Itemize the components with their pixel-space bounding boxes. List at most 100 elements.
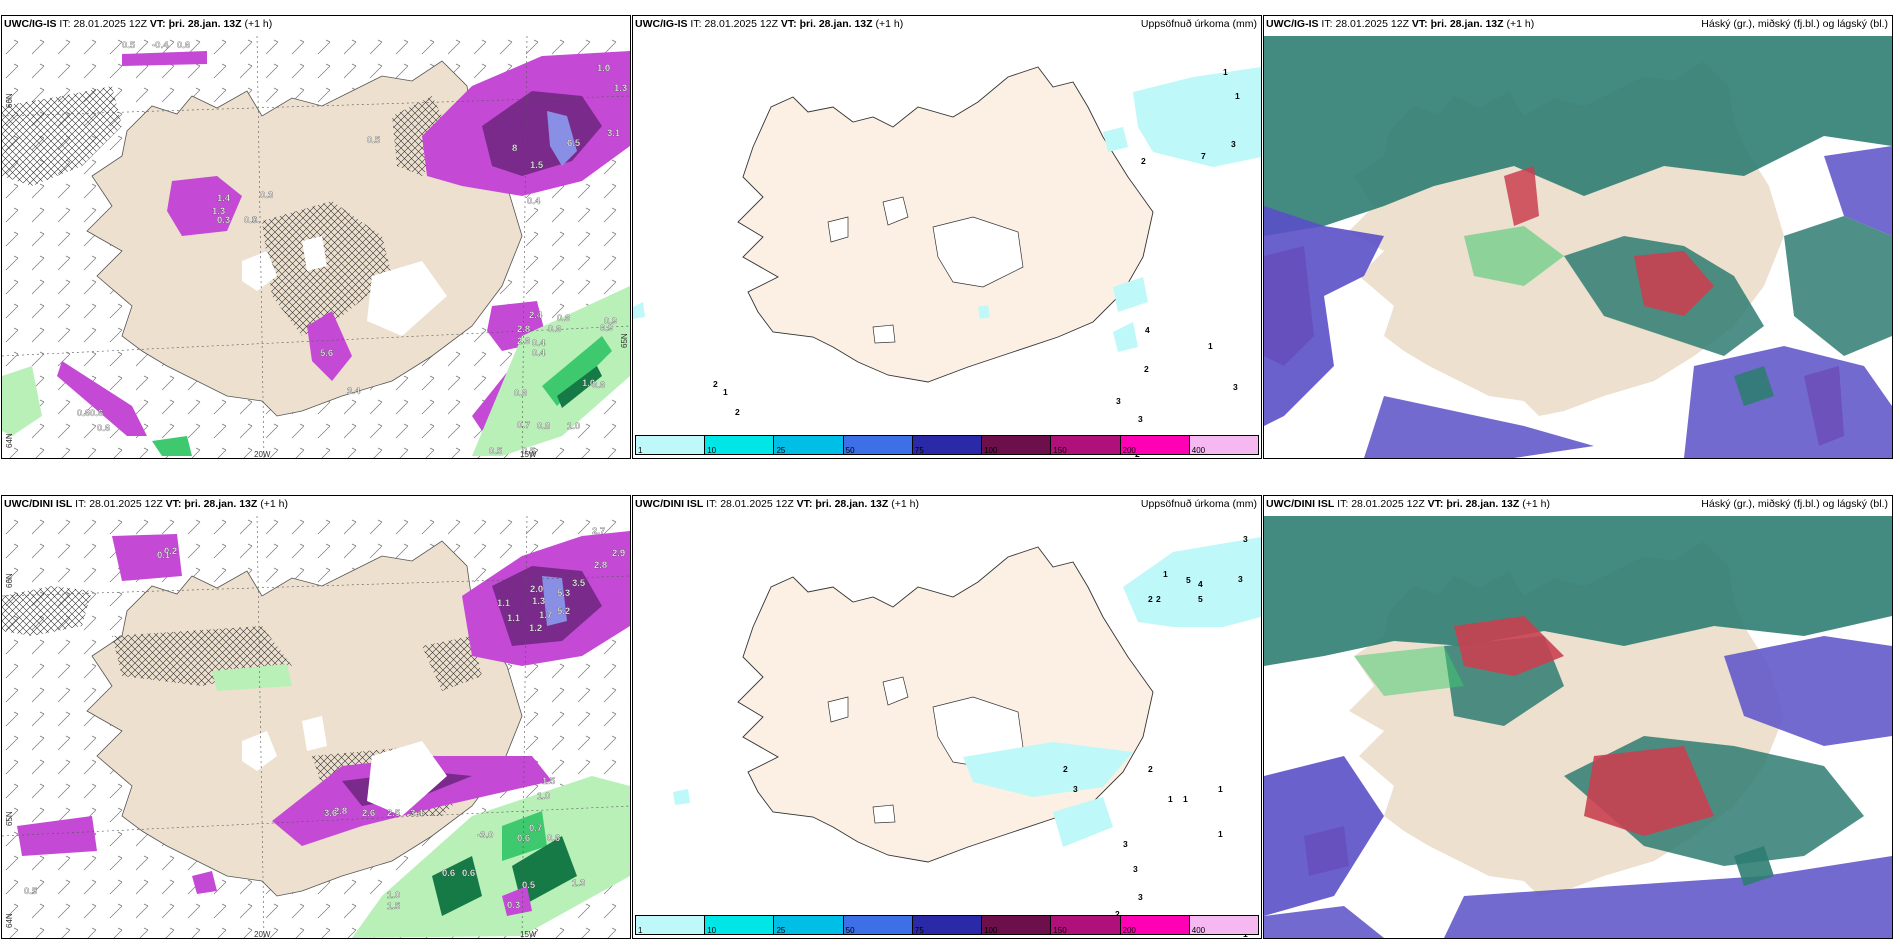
map-value-label: 2 <box>713 379 718 389</box>
temperature-labels: 2.72.92.83.55.35.22.01.31.11.1 1.71.20.20… <box>24 526 626 912</box>
legend-swatch: 1 <box>636 436 706 455</box>
map-value-label: 0.7 <box>529 823 542 834</box>
panel-title: UWC/IG-IS IT: 28.01.2025 12Z VT: þri. 28… <box>4 18 273 30</box>
map-value-label: 3 <box>1116 396 1121 406</box>
precip-sw-strip <box>57 361 147 436</box>
precip-cyan-s <box>963 742 1133 797</box>
legend-swatch: 50 <box>843 916 913 935</box>
map-value-label: 1.5 <box>530 160 544 171</box>
glacier-2 <box>882 676 909 706</box>
legend-swatch: 50 <box>843 436 913 455</box>
map-value-label: 0.6 <box>77 408 90 419</box>
panel-subtitle: Háský (gr.), miðský (fj.bl.) og lágský (… <box>1701 498 1888 510</box>
legend-tick-label: 25 <box>776 926 786 935</box>
high-cloud-green-edge <box>1354 646 1464 696</box>
map-value-label: 0.6 <box>557 313 570 324</box>
hatched-area-east <box>422 636 482 691</box>
map-value-label: 1.3 <box>614 83 627 94</box>
low-cloud-south <box>1444 856 1892 938</box>
map-value-label: 3 <box>1243 534 1248 544</box>
precip-north-small <box>122 51 207 66</box>
panel-dini-precipitation: UWC/DINI ISL IT: 28.01.2025 12Z VT: þri.… <box>632 495 1262 939</box>
legend-tick-label: 200 <box>1122 446 1136 455</box>
green-band-se-1 <box>352 776 630 938</box>
green-band-se-2 <box>542 336 612 406</box>
map-value-label: 2.6 <box>517 336 530 347</box>
map-value-label: 1.0 <box>582 378 595 389</box>
map-value-label: 3.6 <box>324 808 337 819</box>
map-value-label: 0.5 <box>489 446 503 457</box>
map-value-label: 0.6 <box>592 380 605 391</box>
precip-sw <box>192 871 217 894</box>
legend-tick-label: 100 <box>984 926 998 935</box>
legend-tick-label: 200 <box>1122 926 1136 935</box>
precip-south <box>307 311 352 381</box>
map-value-label: 0.3 <box>244 215 257 226</box>
map-value-label: 3 <box>1138 892 1143 902</box>
map-value-label: 1.0 <box>537 791 550 802</box>
map-value-label: 3 <box>1123 839 1128 849</box>
map-value-label: 2 <box>1148 594 1153 604</box>
legend-swatch: 150 <box>1051 916 1121 935</box>
map-value-label: 1.0 <box>387 890 400 901</box>
map-value-label: 0.5 <box>24 886 38 897</box>
lat-label: 66N <box>5 573 14 588</box>
map-value-label: 1 <box>1208 341 1213 351</box>
map-value-label: 0.9 <box>604 316 617 327</box>
legend-tick-label: 150 <box>1053 926 1067 935</box>
map-value-label: 5 <box>1198 594 1203 604</box>
map-value-label: 1.5 <box>387 901 401 912</box>
map-value-label: 4 <box>1145 325 1150 335</box>
precip-northeast-max <box>542 576 567 626</box>
map-value-label: 0.5 <box>367 135 381 146</box>
map-value-label: 3 <box>1138 414 1143 424</box>
legend-swatch: 1 <box>636 916 706 935</box>
map-value-label: 2 <box>1141 156 1146 166</box>
map-value-label: 1 <box>1235 91 1240 101</box>
precip-color-legend: 1 10 25 50 75 100 150 200 400 <box>635 435 1259 455</box>
lon-label: 15W <box>520 450 537 459</box>
map-clouds <box>1264 516 1892 938</box>
map-value-label: 3 <box>1073 784 1078 794</box>
map-value-label: -3.0 <box>477 830 493 841</box>
map-value-label: 1.1 <box>507 613 521 624</box>
map-value-label: 0.4 <box>527 196 541 207</box>
map-value-label: 0.6 <box>547 833 560 844</box>
map-value-label: 3 <box>1233 382 1238 392</box>
legend-tick-label: 75 <box>914 926 924 935</box>
glacier-3 <box>827 696 849 723</box>
precip-cyan-w <box>633 302 645 319</box>
map-value-label: 0.4 <box>532 338 546 349</box>
green-band-se-1 <box>472 286 630 456</box>
map-value-label: 6.5 <box>567 138 581 149</box>
temperature-labels: 0.5 -0.4 0.61.01.33.11.56.580.50.40.31.41.… <box>77 40 628 457</box>
map-value-label: 3 <box>1231 139 1236 149</box>
lat-label: 65N <box>5 811 14 826</box>
map-value-label: 1 <box>1163 569 1168 579</box>
legend-swatch: 25 <box>774 436 844 455</box>
lat-label: 64N <box>5 913 14 928</box>
white-ice-2 <box>302 236 327 271</box>
high-cloud-east <box>1784 216 1892 356</box>
map-value-label: 1 <box>723 387 728 397</box>
high-cloud-spot <box>1734 366 1774 406</box>
map-value-label: 0.6 <box>514 388 527 399</box>
map-value-label: 8 <box>512 143 517 154</box>
precip-color-legend: 1 10 25 50 75 100 150 200 400 <box>635 915 1259 935</box>
high-cloud-north <box>1264 516 1892 666</box>
hatched-area-west <box>2 586 92 636</box>
map-value-label: 2.8 <box>517 324 530 335</box>
panel-igis-temperature-wind: UWC/IG-IS IT: 28.01.2025 12Z VT: þri. 28… <box>1 15 631 459</box>
green-patch <box>212 664 292 691</box>
legend-tick-label: 50 <box>845 446 855 455</box>
map-value-label: 0.5 <box>522 446 536 457</box>
map-precipitation: 1137241233321221 <box>633 66 1261 458</box>
green-band-se-2 <box>502 811 547 861</box>
map-value-label: 2 <box>1115 909 1120 919</box>
map-value-label: 0.3 <box>217 215 230 226</box>
low-cloud-east <box>1724 636 1892 746</box>
panel-title: UWC/IG-IS IT: 28.01.2025 12Z VT: þri. 28… <box>635 18 904 30</box>
map-value-label: 2 <box>1156 594 1161 604</box>
map-clouds <box>1264 36 1892 458</box>
mid-cloud-south <box>1584 746 1714 836</box>
